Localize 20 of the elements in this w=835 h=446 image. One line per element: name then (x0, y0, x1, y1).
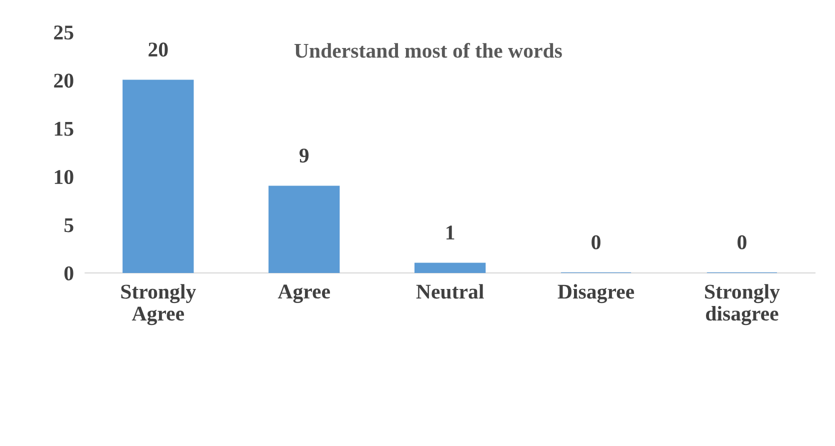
y-tick-label: 0 (64, 266, 74, 280)
y-tick-label: 10 (54, 170, 74, 184)
x-tick-label: Disagree (558, 284, 634, 304)
data-label: 0 (738, 235, 746, 250)
data-label: 9 (299, 148, 309, 163)
x-tick-label: Strongly disagree (705, 284, 780, 326)
y-tick-label: 5 (64, 218, 74, 232)
bar (122, 80, 194, 273)
chart-title: Understand most of the words (294, 42, 562, 58)
data-label: 1 (446, 226, 454, 240)
y-tick-label: 20 (54, 74, 74, 88)
bar (268, 186, 340, 273)
bar (414, 262, 486, 273)
x-tick-label: Strongly Agree (121, 284, 196, 326)
y-tick-label: 15 (54, 122, 74, 136)
x-tick-label: Agree (278, 284, 330, 303)
x-tick-label: Neutral (416, 284, 484, 299)
data-label: 20 (148, 42, 168, 57)
y-tick-label: 25 (54, 26, 74, 40)
data-label: 0 (592, 235, 600, 250)
